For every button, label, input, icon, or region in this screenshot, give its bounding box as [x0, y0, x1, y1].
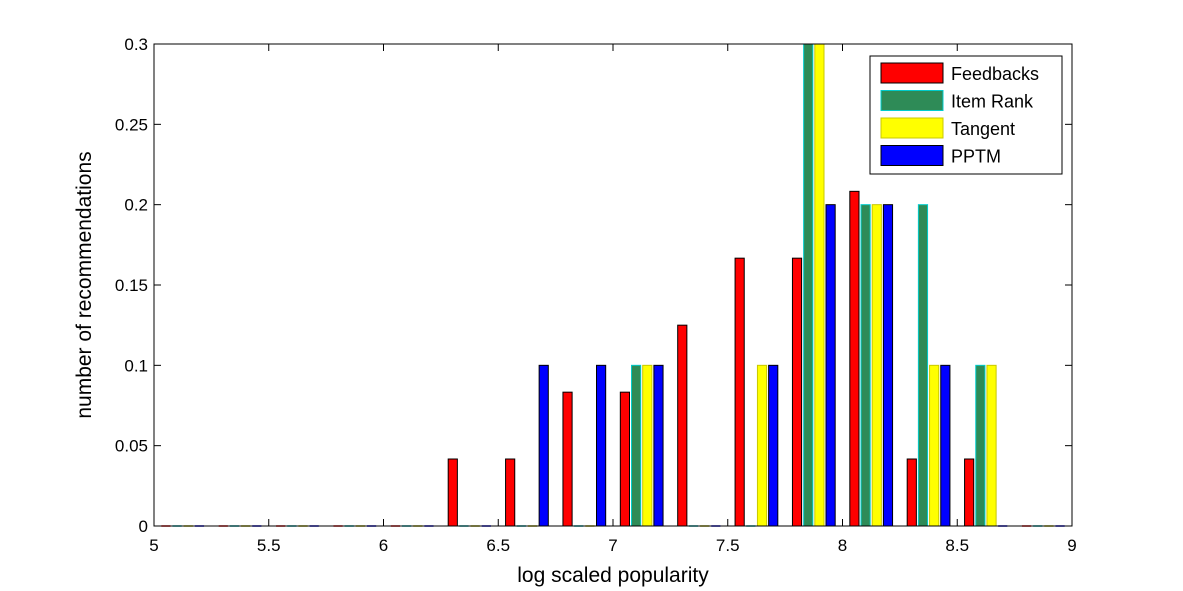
bar-tangent [929, 364, 940, 527]
x-tick-label: 8.5 [945, 536, 969, 555]
x-tick-label: 7.5 [716, 536, 740, 555]
y-axis-title: number of recommendations [73, 151, 96, 418]
bar-pptm [940, 364, 951, 527]
bar-feedbacks [906, 458, 917, 527]
bar-feedbacks [619, 391, 630, 527]
y-tick-label: 0.25 [115, 115, 148, 134]
y-tick-label: 0.2 [124, 196, 148, 215]
bar-feedbacks [447, 458, 458, 527]
bar-pptm [596, 364, 607, 527]
x-axis: 5 5.5 6 6.5 7 7.5 8 8.5 9 [149, 44, 1077, 555]
bar-feedbacks [505, 458, 516, 527]
bar-pptm [768, 364, 779, 527]
legend-swatch-feedbacks [880, 62, 944, 84]
bar-item-rank [860, 204, 871, 527]
legend-swatch-pptm [880, 145, 944, 166]
y-tick-label: 0.3 [124, 35, 148, 54]
y-tick-label: 0.1 [124, 356, 148, 375]
x-tick-label: 5 [149, 536, 158, 555]
bars-group [161, 43, 1065, 527]
x-tick-label: 7 [608, 536, 617, 555]
x-tick-label: 6 [379, 536, 388, 555]
bar-feedbacks [964, 458, 975, 527]
y-tick-label: 0.15 [115, 276, 148, 295]
x-tick-label: 9 [1067, 536, 1076, 555]
bar-feedbacks [791, 257, 803, 527]
legend-swatch-item-rank [880, 90, 944, 111]
bar-item-rank [975, 364, 986, 527]
legend-label: Tangent [951, 119, 1015, 139]
y-axis: 0 0.05 0.1 0.15 0.2 0.25 0.3 [115, 35, 1072, 536]
legend-label: Feedbacks [951, 64, 1039, 84]
x-tick-label: 8 [838, 536, 847, 555]
bar-tangent [871, 204, 882, 527]
x-tick-label: 5.5 [257, 536, 281, 555]
bar-pptm [538, 364, 549, 527]
bar-pptm [825, 204, 836, 527]
x-axis-title: log scaled popularity [517, 564, 709, 587]
bar-feedbacks [734, 257, 745, 527]
bar-feedbacks [562, 391, 573, 527]
bar-tangent [642, 364, 653, 527]
bar-pptm [653, 364, 664, 527]
bar-tangent [986, 364, 997, 527]
bar-feedbacks [677, 324, 688, 527]
y-tick-label: 0.05 [115, 437, 148, 456]
legend-label: PPTM [951, 147, 1001, 167]
legend-label: Item Rank [951, 92, 1034, 112]
y-tick-label: 0 [139, 517, 148, 536]
bar-feedbacks [849, 190, 860, 527]
x-tick-label: 6.5 [486, 536, 510, 555]
bar-item-rank [917, 204, 929, 527]
bar-tangent [814, 43, 825, 527]
bar-item-rank [803, 43, 814, 527]
bar-item-rank [631, 364, 642, 527]
bar-pptm [882, 204, 894, 527]
legend: Feedbacks Item Rank Tangent PPTM [869, 55, 1063, 175]
legend-swatch-tangent [880, 117, 944, 139]
bar-tangent [756, 364, 768, 527]
